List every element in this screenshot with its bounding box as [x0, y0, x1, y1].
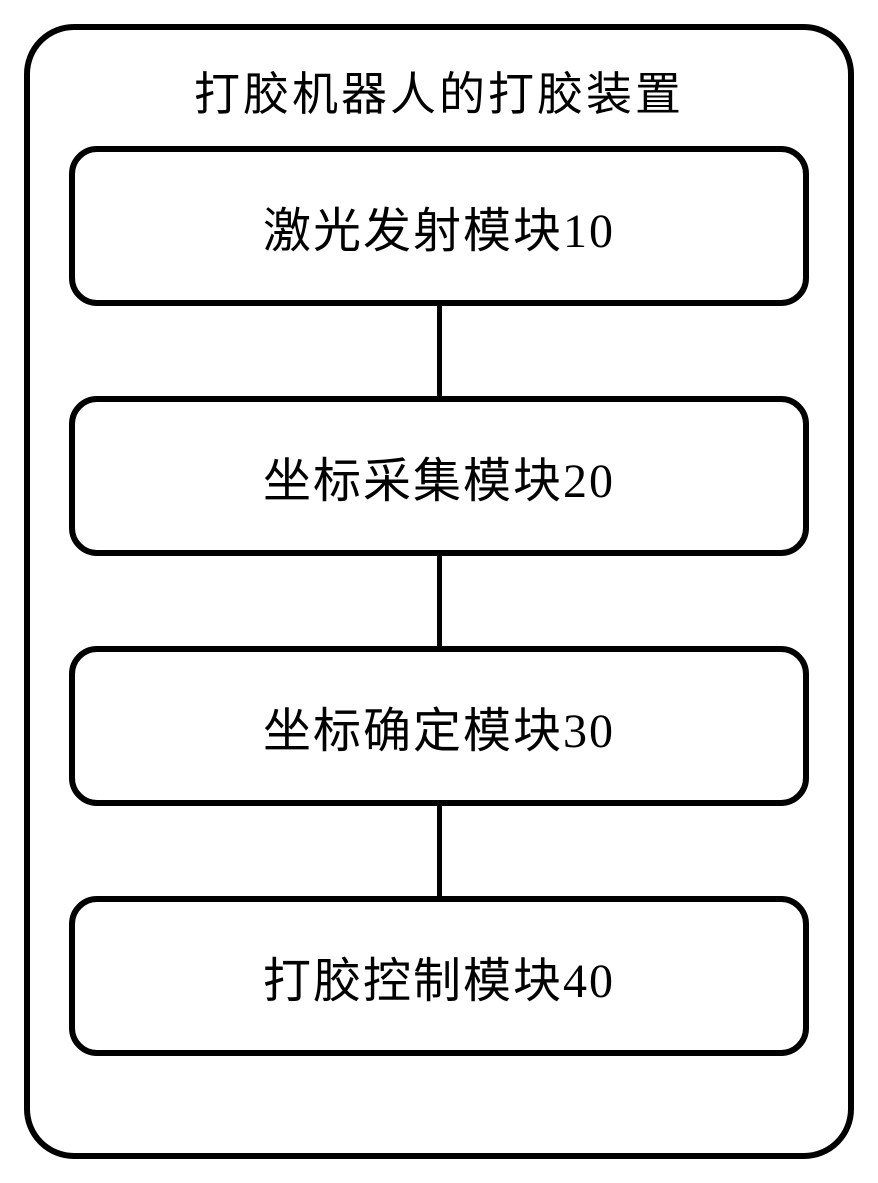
diagram-container: 打胶机器人的打胶装置 激光发射模块10 坐标采集模块20 坐标确定模块30 打胶… — [24, 24, 854, 1159]
module-box: 激光发射模块10 — [69, 146, 809, 306]
diagram-title: 打胶机器人的打胶装置 — [194, 58, 684, 124]
connector-line — [437, 556, 442, 646]
module-label: 激光发射模块10 — [263, 191, 615, 261]
module-box: 坐标确定模块30 — [69, 646, 809, 806]
connector-line — [437, 806, 442, 896]
module-box: 打胶控制模块40 — [69, 896, 809, 1056]
connector-line — [437, 306, 442, 396]
module-box: 坐标采集模块20 — [69, 396, 809, 556]
module-label: 打胶控制模块40 — [263, 941, 615, 1011]
module-label: 坐标确定模块30 — [263, 691, 615, 761]
module-label: 坐标采集模块20 — [263, 441, 615, 511]
